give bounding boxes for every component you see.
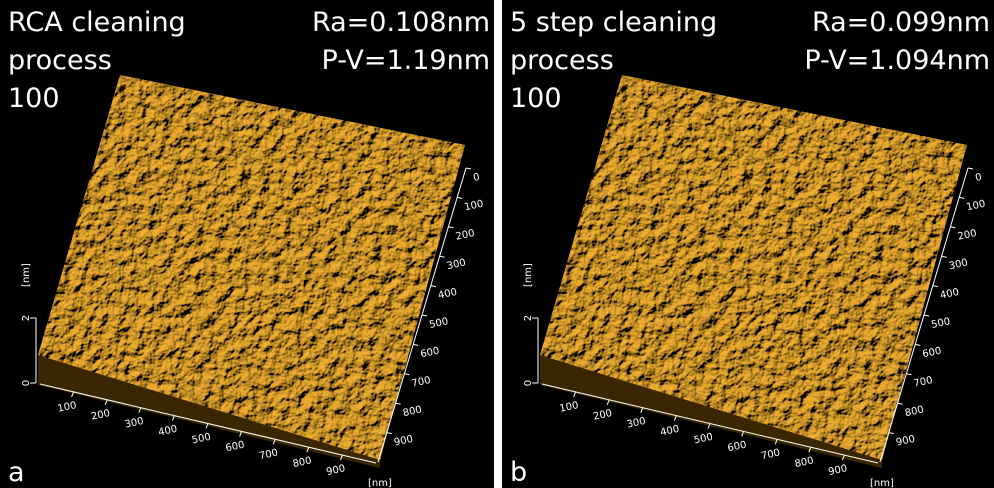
afm-panel: RCA cleaning process 100 Ra=0.108nm P-V=1.19…: [0, 0, 494, 488]
xy-unit: [nm]: [870, 478, 894, 488]
roughness-ra: Ra=0.099nm: [812, 7, 990, 38]
roughness-ra: Ra=0.108nm: [312, 7, 490, 38]
afm-panel: 5 step cleaning process 100 Ra=0.099nm P-V=1…: [502, 0, 994, 488]
z-tick-label: 0: [523, 380, 534, 386]
z-unit: [nm]: [523, 263, 534, 287]
z-tick-label: 2: [21, 315, 32, 321]
panel-letter: a: [8, 457, 25, 488]
panel-title-line: 100: [510, 83, 562, 114]
z-unit: [nm]: [21, 263, 32, 287]
panel-letter: b: [510, 457, 527, 488]
xy-unit: [nm]: [368, 478, 392, 488]
figure: RCA cleaning process 100 Ra=0.108nm P-V=1.19…: [0, 0, 994, 488]
peak-to-valley: P-V=1.094nm: [804, 45, 990, 76]
z-tick-label: 0: [21, 380, 32, 386]
panel-title-line: process: [510, 45, 614, 76]
panel-title-line: RCA cleaning: [8, 7, 186, 38]
peak-to-valley: P-V=1.19nm: [322, 45, 490, 76]
z-tick-label: 2: [523, 315, 534, 321]
panel-title-line: process: [8, 45, 112, 76]
panel-title-line: 100: [8, 83, 60, 114]
panel-title-line: 5 step cleaning: [510, 7, 717, 38]
